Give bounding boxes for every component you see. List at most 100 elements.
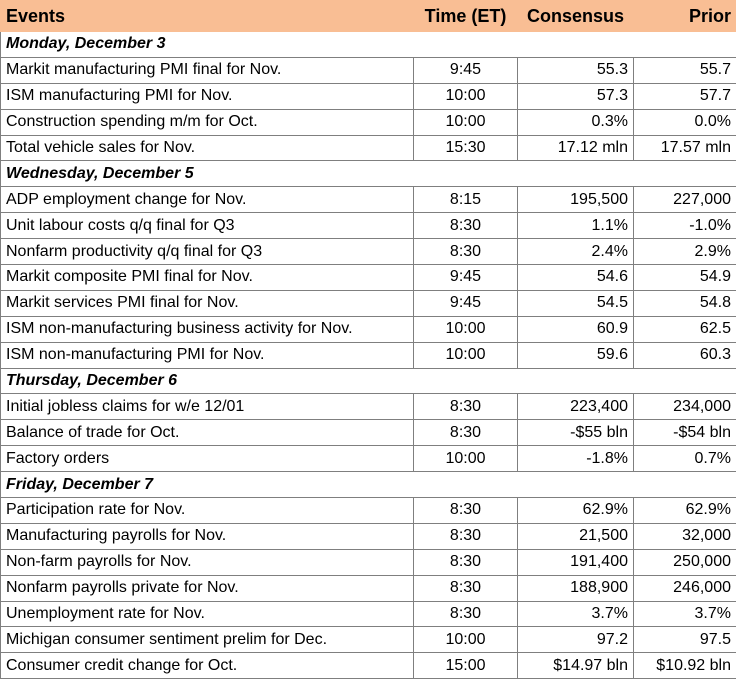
time-cell: 10:00 <box>413 315 518 343</box>
consensus-cell: 195,500 <box>517 186 634 214</box>
prior-cell: 17.57 mln <box>633 134 736 162</box>
time-cell: 15:00 <box>413 652 518 680</box>
consensus-cell: 0.3% <box>517 108 634 136</box>
prior-cell: 62.9% <box>633 497 736 524</box>
event-cell: ISM non-manufacturing PMI for Nov. <box>0 341 414 369</box>
table-row: Construction spending m/m for Oct. 10:00 0… <box>0 108 736 136</box>
table-header: Events Time (ET) Consensus Prior <box>0 0 736 32</box>
time-cell: 10:00 <box>413 341 518 369</box>
time-cell: 8:30 <box>413 574 518 602</box>
consensus-cell: 191,400 <box>517 548 634 576</box>
table-row: Participation rate for Nov. 8:30 62.9% 62.9… <box>0 497 736 524</box>
table-row: Non-farm payrolls for Nov. 8:30 191,400 250… <box>0 548 736 576</box>
prior-cell: 54.8 <box>633 289 736 317</box>
prior-cell: 250,000 <box>633 548 736 576</box>
prior-column-header: Prior <box>633 0 736 32</box>
time-cell: 8:30 <box>413 522 518 550</box>
event-cell: Unemployment rate for Nov. <box>0 600 414 628</box>
time-cell: 8:30 <box>413 497 518 524</box>
consensus-cell: $14.97 bln <box>517 652 634 680</box>
event-cell: Nonfarm productivity q/q final for Q3 <box>0 238 414 266</box>
consensus-cell: 17.12 mln <box>517 134 634 162</box>
event-cell: Michigan consumer sentiment prelim for D… <box>0 626 414 654</box>
event-cell: ADP employment change for Nov. <box>0 186 414 214</box>
time-cell: 10:00 <box>413 108 518 136</box>
prior-cell: 97.5 <box>633 626 736 654</box>
event-cell: Initial jobless claims for w/e 12/01 <box>0 393 414 421</box>
event-cell: Nonfarm payrolls private for Nov. <box>0 574 414 602</box>
event-cell: Total vehicle sales for Nov. <box>0 134 414 162</box>
prior-cell: 3.7% <box>633 600 736 628</box>
event-cell: Markit manufacturing PMI final for Nov. <box>0 56 414 84</box>
consensus-cell: 3.7% <box>517 600 634 628</box>
day-header-row: Friday, December 7 <box>0 471 736 499</box>
event-cell: Unit labour costs q/q final for Q3 <box>0 212 414 240</box>
consensus-cell: -$55 bln <box>517 419 634 447</box>
day-label: Monday, December 3 <box>0 31 736 58</box>
consensus-cell: 54.6 <box>517 264 634 291</box>
consensus-cell: 55.3 <box>517 56 634 84</box>
event-cell: Non-farm payrolls for Nov. <box>0 548 414 576</box>
event-cell: ISM manufacturing PMI for Nov. <box>0 82 414 110</box>
prior-cell: 32,000 <box>633 522 736 550</box>
prior-cell: 2.9% <box>633 238 736 266</box>
table-body: Monday, December 3 Markit manufacturing P… <box>0 31 736 680</box>
consensus-cell: 223,400 <box>517 393 634 421</box>
event-cell: Markit composite PMI final for Nov. <box>0 264 414 291</box>
table-row: Michigan consumer sentiment prelim for D… <box>0 626 736 654</box>
table-row: ADP employment change for Nov. 8:15 195,50… <box>0 186 736 214</box>
day-label: Friday, December 7 <box>0 471 736 499</box>
time-cell: 9:45 <box>413 56 518 84</box>
table-row: ISM manufacturing PMI for Nov. 10:00 57.3 5… <box>0 82 736 110</box>
consensus-cell: 188,900 <box>517 574 634 602</box>
prior-cell: 0.0% <box>633 108 736 136</box>
time-column-header: Time (ET) <box>413 0 518 32</box>
time-cell: 8:30 <box>413 238 518 266</box>
time-cell: 10:00 <box>413 626 518 654</box>
event-cell: ISM non-manufacturing business activity … <box>0 315 414 343</box>
header-row: Events Time (ET) Consensus Prior <box>0 0 736 32</box>
events-column-header: Events <box>0 0 414 32</box>
time-cell: 10:00 <box>413 445 518 473</box>
table-row: Unemployment rate for Nov. 8:30 3.7% 3.7% <box>0 600 736 628</box>
table-row: Balance of trade for Oct. 8:30 -$55 bln -$5… <box>0 419 736 447</box>
consensus-cell: 21,500 <box>517 522 634 550</box>
time-cell: 8:30 <box>413 548 518 576</box>
consensus-cell: 1.1% <box>517 212 634 240</box>
event-cell: Participation rate for Nov. <box>0 497 414 524</box>
consensus-column-header: Consensus <box>517 0 634 32</box>
event-cell: Balance of trade for Oct. <box>0 419 414 447</box>
prior-cell: 246,000 <box>633 574 736 602</box>
time-cell: 9:45 <box>413 264 518 291</box>
table-row: Manufacturing payrolls for Nov. 8:30 21,50… <box>0 522 736 550</box>
day-label: Thursday, December 6 <box>0 367 736 395</box>
table-row: ISM non-manufacturing PMI for Nov. 10:00 5… <box>0 341 736 369</box>
table-row: Markit services PMI final for Nov. 9:45 54… <box>0 289 736 317</box>
table-row: Markit manufacturing PMI final for Nov. 9… <box>0 56 736 84</box>
time-cell: 8:30 <box>413 419 518 447</box>
consensus-cell: 60.9 <box>517 315 634 343</box>
day-header-row: Thursday, December 6 <box>0 367 736 395</box>
table-row: Markit composite PMI final for Nov. 9:45 5… <box>0 264 736 291</box>
consensus-cell: 54.5 <box>517 289 634 317</box>
time-cell: 9:45 <box>413 289 518 317</box>
event-cell: Manufacturing payrolls for Nov. <box>0 522 414 550</box>
time-cell: 8:30 <box>413 600 518 628</box>
table-row: ISM non-manufacturing business activity … <box>0 315 736 343</box>
prior-cell: -1.0% <box>633 212 736 240</box>
prior-cell: 0.7% <box>633 445 736 473</box>
table-row: Total vehicle sales for Nov. 15:30 17.12 m… <box>0 134 736 162</box>
consensus-cell: -1.8% <box>517 445 634 473</box>
day-header-row: Monday, December 3 <box>0 31 736 58</box>
event-cell: Factory orders <box>0 445 414 473</box>
consensus-cell: 59.6 <box>517 341 634 369</box>
consensus-cell: 97.2 <box>517 626 634 654</box>
prior-cell: -$54 bln <box>633 419 736 447</box>
table-row: Initial jobless claims for w/e 12/01 8:30… <box>0 393 736 421</box>
table-row: Nonfarm productivity q/q final for Q3 8:3… <box>0 238 736 266</box>
consensus-cell: 62.9% <box>517 497 634 524</box>
table-row: Factory orders 10:00 -1.8% 0.7% <box>0 445 736 473</box>
prior-cell: 62.5 <box>633 315 736 343</box>
time-cell: 10:00 <box>413 82 518 110</box>
